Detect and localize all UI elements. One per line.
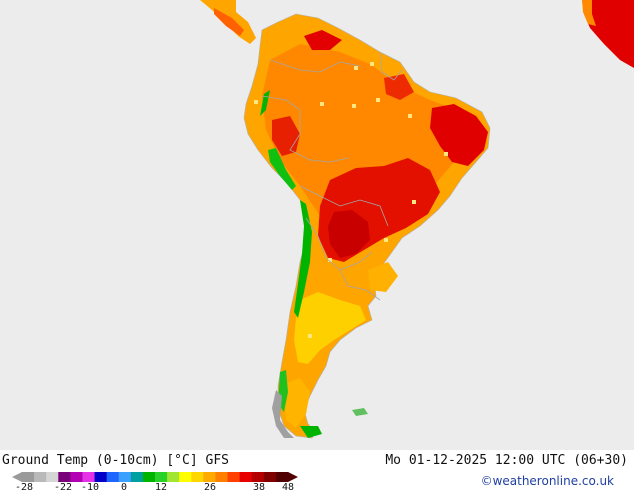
- legend-swatch: [58, 472, 71, 482]
- legend-tick: 48: [281, 482, 295, 493]
- station-markers: [254, 62, 448, 338]
- legend-swatch: [167, 472, 180, 482]
- legend-tick: 26: [203, 482, 217, 493]
- caribbean-coast-red: [214, 8, 244, 36]
- legend-swatch: [203, 472, 216, 482]
- chile-fjords-gray: [272, 390, 294, 438]
- legend-swatch: [22, 472, 35, 482]
- country-borders: [261, 51, 403, 301]
- guiana-hot: [384, 74, 414, 100]
- valid-time: Mo 01-12-2025 12:00 UTC (06+30): [385, 453, 628, 468]
- color-legend: [12, 472, 298, 482]
- legend-arrow-left: [12, 472, 22, 482]
- legend-swatch: [227, 472, 241, 482]
- map-title: Ground Temp (0-10cm) [°C] GFS: [2, 453, 229, 468]
- legend-swatch: [82, 472, 95, 482]
- southern-tip-orange: [284, 378, 310, 428]
- legend-swatch: [70, 472, 83, 482]
- patagonia-yellow: [294, 292, 366, 364]
- andes-green-peru: [268, 148, 296, 190]
- legend-swatch: [130, 472, 144, 482]
- legend-swatch: [275, 472, 289, 482]
- legend-swatch: [215, 472, 228, 482]
- uruguay-orange: [368, 262, 398, 292]
- legend-swatch: [106, 472, 120, 482]
- legend-swatch: [191, 472, 204, 482]
- legend-tick: -22: [53, 482, 73, 493]
- legend-swatch: [142, 472, 156, 482]
- andes-green-chile: [294, 200, 312, 318]
- legend-swatch: [46, 472, 59, 482]
- africa-coast-orange: [582, 0, 596, 26]
- africa-corner: [582, 0, 634, 68]
- chaco-deep-red: [328, 210, 370, 258]
- northeast-brazil-hot: [430, 104, 488, 166]
- legend-tick: 0: [120, 482, 128, 493]
- legend-swatch: [34, 472, 47, 482]
- legend-swatch: [179, 472, 192, 482]
- peru-hot: [272, 116, 300, 156]
- tierra-del-fuego-green: [300, 426, 322, 438]
- legend-tick: -28: [14, 482, 34, 493]
- legend-tick: -10: [80, 482, 100, 493]
- andes-green-north: [260, 90, 270, 116]
- falklands: [352, 408, 368, 416]
- credit-link[interactable]: ©weatheronline.co.uk: [480, 474, 614, 488]
- footer-bar: Ground Temp (0-10cm) [°C] GFS Mo 01-12-2…: [0, 450, 634, 493]
- legend-tick: 38: [252, 482, 266, 493]
- legend-swatch: [251, 472, 265, 482]
- temperature-map: [0, 0, 634, 450]
- legend-swatch: [239, 472, 253, 482]
- legend-swatch: [94, 472, 108, 482]
- legend-tick: 12: [154, 482, 168, 493]
- legend-arrow-right: [288, 472, 298, 482]
- legend-swatch: [155, 472, 168, 482]
- legend-swatch: [118, 472, 132, 482]
- legend-swatch: [263, 472, 277, 482]
- venezuela-hot: [304, 30, 342, 50]
